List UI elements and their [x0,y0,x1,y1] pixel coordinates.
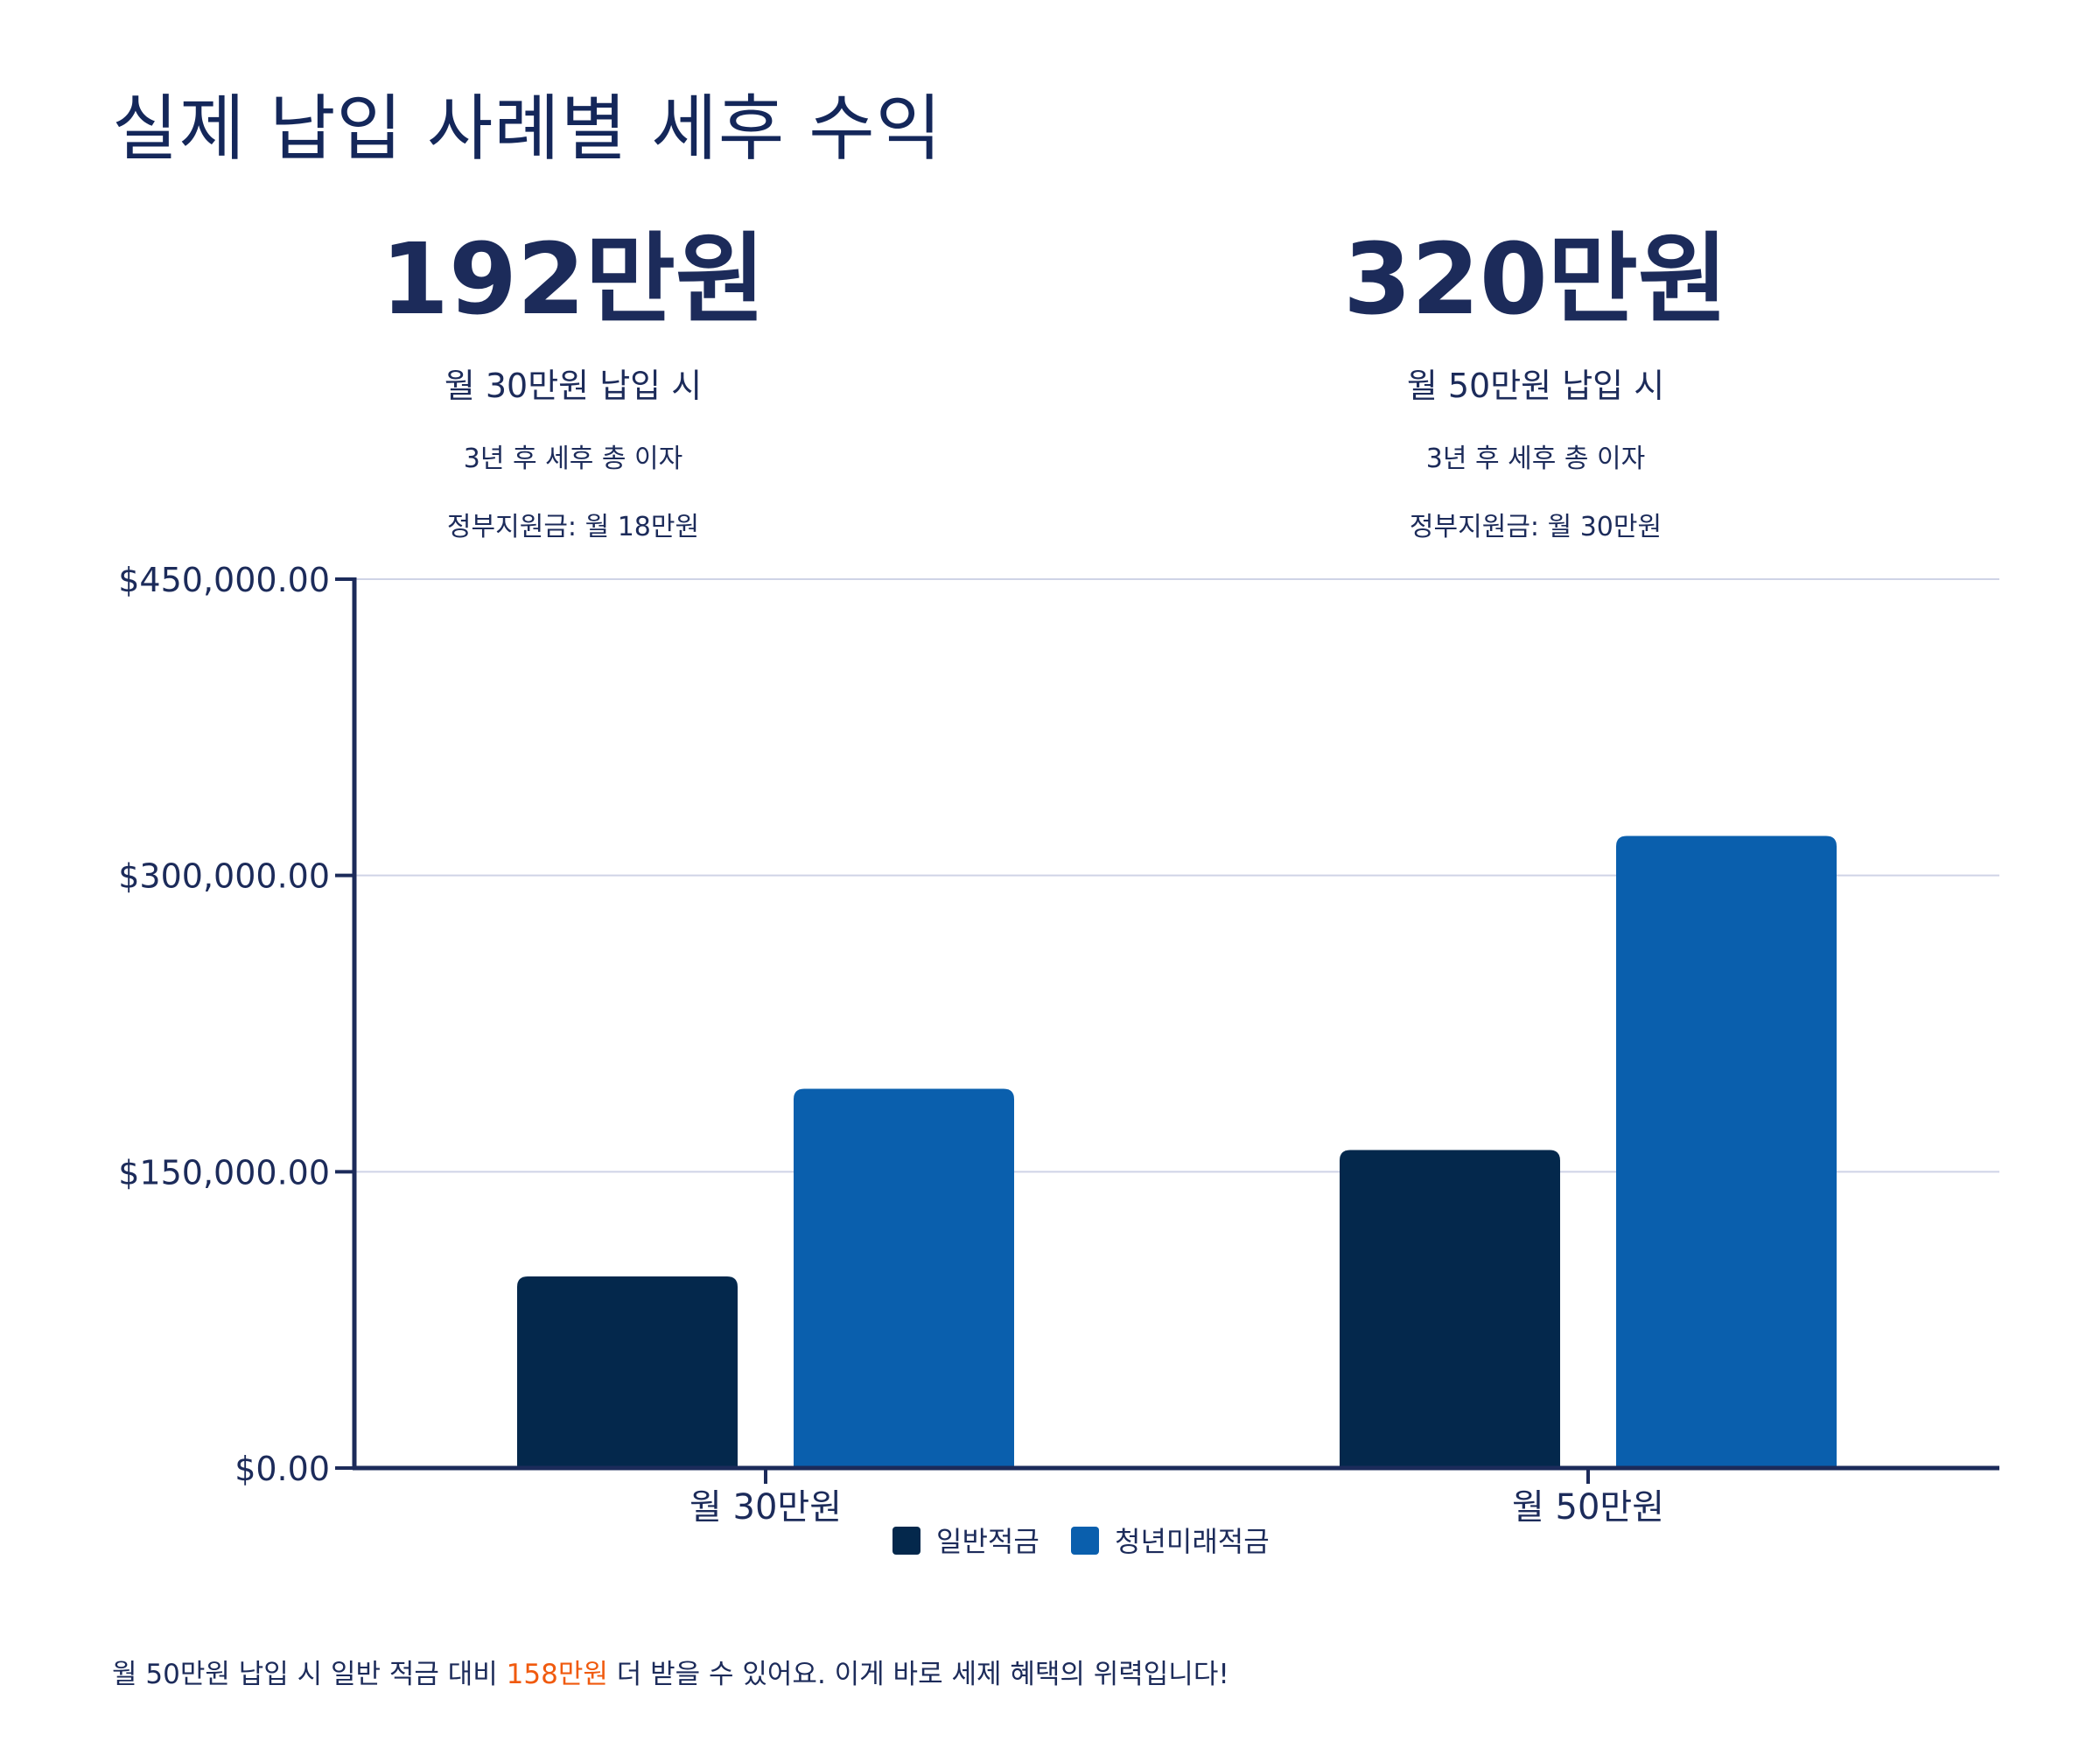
bar-general [1340,1150,1560,1468]
y-tick-label: $150,000.00 [118,1153,330,1192]
legend-swatch-youth [1071,1527,1099,1555]
y-tick-label: $450,000.00 [118,561,330,599]
stat-card-30: 192만원 월 30만원 납입 시 3년 후 세후 총 이자 정부지원금: 월 … [267,219,879,543]
bar-general [517,1276,738,1468]
page-title: 실제 납입 사례별 세후 수익 [112,87,943,171]
stat-subsidy: 정부지원금: 월 18만원 [446,512,700,542]
stat-description: 3년 후 세후 총 이자 [1425,444,1646,474]
y-tick-label: $300,000.00 [118,857,330,896]
footer-note: 월 50만원 납입 시 일반 적금 대비 158만원 더 받을 수 있어요. 이… [112,1652,1229,1691]
footer-highlight-amount: 158만원 [506,1659,608,1690]
legend-label-general: 일반적금 [936,1525,1040,1558]
stat-total-interest: 320만원 [1343,223,1728,337]
x-tick-label: 월 50만원 [1512,1487,1664,1528]
stat-payment-condition: 월 30만원 납입 시 [444,367,703,405]
stat-payment-condition: 월 50만원 납입 시 [1406,367,1665,405]
stat-total-interest: 192만원 [381,223,766,337]
footer-text-before: 월 50만원 납입 시 일반 적금 대비 [112,1659,507,1690]
legend-swatch-general [892,1527,920,1555]
bar-youth [1616,836,1837,1468]
stat-subsidy: 정부지원금: 월 30만원 [1409,512,1662,542]
stat-card-50: 320만원 월 50만원 납입 시 3년 후 세후 총 이자 정부지원금: 월 … [1229,219,1842,543]
y-tick-label: $0.00 [234,1450,330,1488]
footer-text-after: 더 받을 수 있어요. 이게 바로 세제 혜택의 위력입니다! [607,1659,1229,1690]
bar-youth [794,1088,1014,1468]
legend-label-youth: 청년미래적금 [1115,1525,1270,1558]
stat-description: 3년 후 세후 총 이자 [463,444,683,474]
x-tick-label: 월 30만원 [690,1487,842,1528]
